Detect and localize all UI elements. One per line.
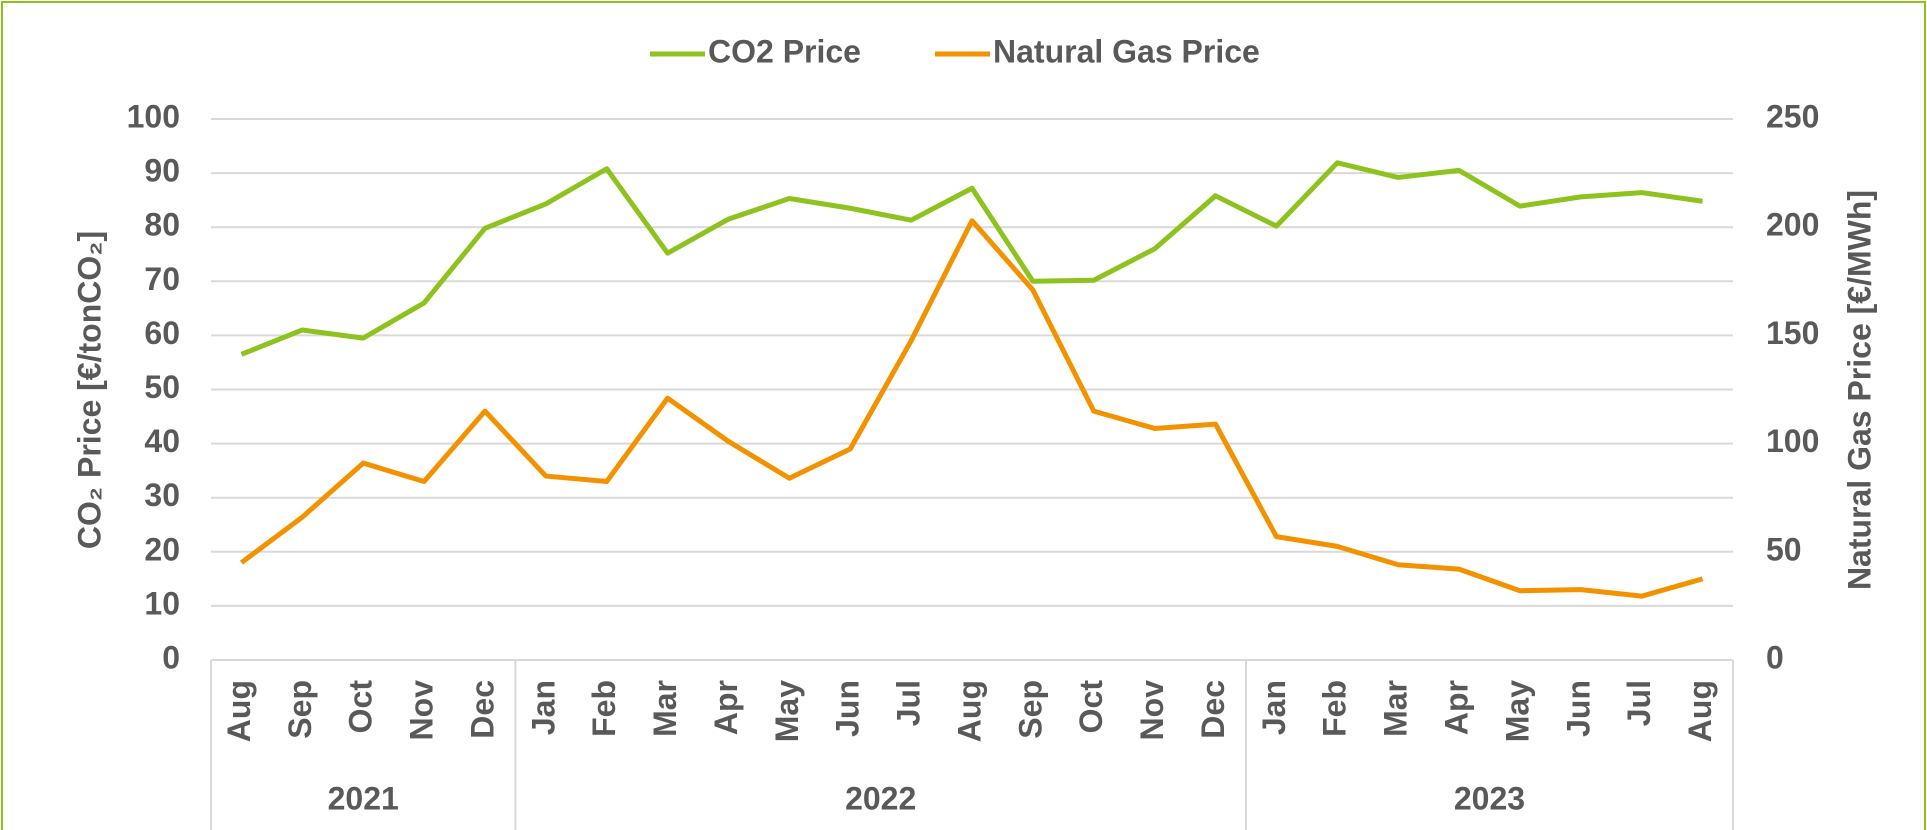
x-tick-label: Feb xyxy=(586,680,622,737)
x-tick-label: Dec xyxy=(1195,680,1231,739)
y-tick-label: 30 xyxy=(144,477,180,513)
y-tick-label: 70 xyxy=(144,261,180,297)
x-tick-label: Nov xyxy=(1134,680,1170,741)
y2-axis-title: Natural Gas Price [€/MWh] xyxy=(1841,190,1877,590)
y-tick-label: 20 xyxy=(144,531,180,567)
x-tick-label: Apr xyxy=(1438,680,1474,735)
x-tick-label: Jan xyxy=(525,680,561,735)
x-tick-label: Jul xyxy=(1621,680,1657,726)
x-tick-label: Jan xyxy=(1256,680,1292,735)
y-tick-label: 80 xyxy=(144,207,180,243)
y-tick-label: 40 xyxy=(144,423,180,459)
x-tick-label: Mar xyxy=(647,680,683,737)
x-tick-label: Aug xyxy=(1682,680,1718,742)
y-tick-label: 50 xyxy=(144,369,180,405)
x-tick-label: Nov xyxy=(404,680,440,741)
legend-label: CO2 Price xyxy=(708,33,861,69)
x-tick-label: Apr xyxy=(708,680,744,735)
x-tick-label: Aug xyxy=(221,680,257,742)
y2-tick-label: 50 xyxy=(1766,531,1802,567)
y-tick-label: 0 xyxy=(162,639,180,675)
line-series xyxy=(240,160,1703,357)
x-tick-label: May xyxy=(769,680,805,742)
x-tick-label: Sep xyxy=(282,680,318,739)
x-tick-label: Dec xyxy=(464,680,500,739)
x-tick-label: May xyxy=(1499,680,1535,742)
group-label: 2022 xyxy=(845,780,916,816)
x-tick-label: Oct xyxy=(343,680,379,734)
x-tick-label: Jun xyxy=(1560,680,1596,737)
x-tick-label: Sep xyxy=(1012,680,1048,739)
y-axis-title: CO₂ Price [€/tonCO₂] xyxy=(71,231,107,549)
y2-tick-label: 200 xyxy=(1766,207,1819,243)
y-tick-label: 90 xyxy=(144,153,180,189)
y2-tick-label: 100 xyxy=(1766,423,1819,459)
x-tick-label: Jun xyxy=(830,680,866,737)
line-series xyxy=(239,218,1704,599)
x-tick-label: Mar xyxy=(1378,680,1414,737)
y2-tick-label: 0 xyxy=(1766,639,1784,675)
group-label: 2023 xyxy=(1454,780,1525,816)
y2-tick-label: 250 xyxy=(1766,98,1819,134)
x-tick-label: Aug xyxy=(951,680,987,742)
x-tick-label: Oct xyxy=(1073,680,1109,734)
y2-tick-label: 150 xyxy=(1766,315,1819,351)
group-label: 2021 xyxy=(328,780,399,816)
y-tick-label: 100 xyxy=(127,98,180,134)
x-tick-label: Feb xyxy=(1317,680,1353,737)
x-tick-label: Jul xyxy=(891,680,927,726)
y-tick-label: 10 xyxy=(144,585,180,621)
y-tick-label: 60 xyxy=(144,315,180,351)
legend-label: Natural Gas Price xyxy=(993,33,1260,69)
